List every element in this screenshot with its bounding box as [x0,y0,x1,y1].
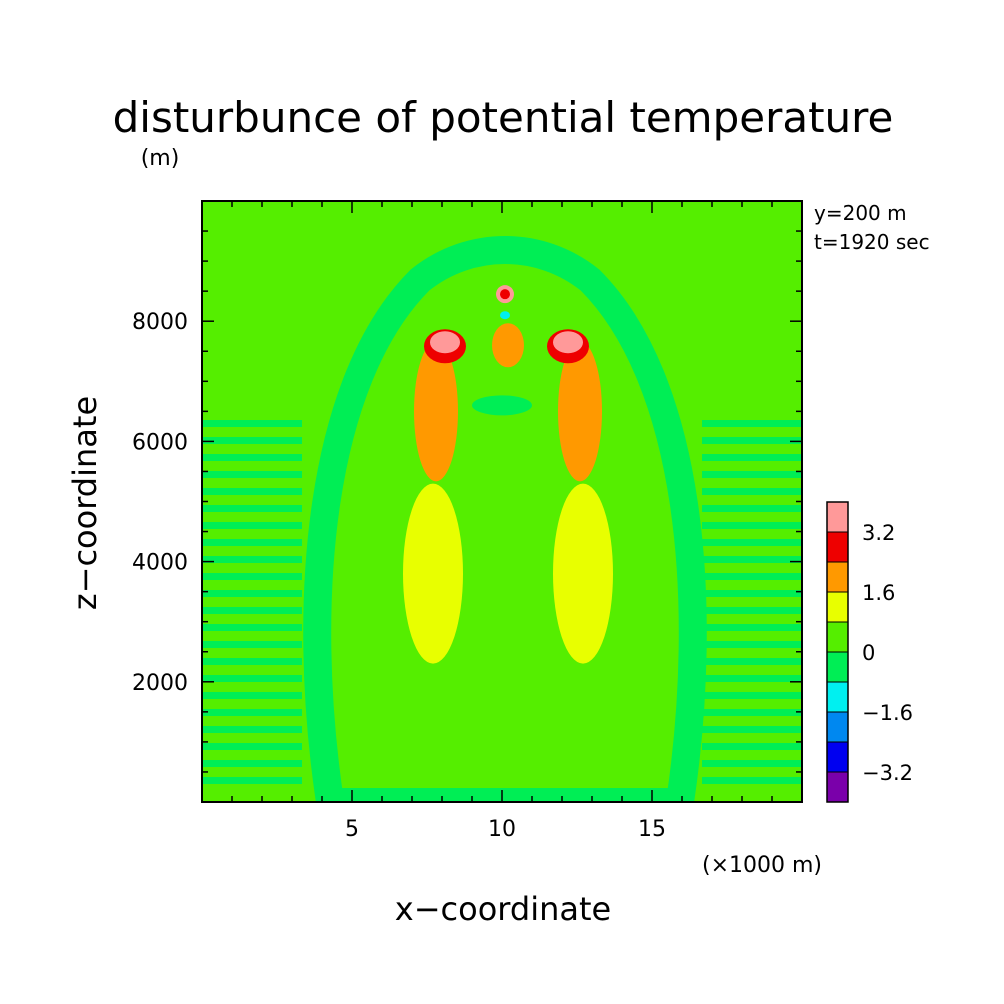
feature-central-wedge [472,395,532,416]
x-tick-label: 15 [638,817,666,842]
colorbar-swatch [826,711,849,743]
band-right [702,488,802,495]
feature-dip-below-top-peak [500,311,510,320]
band-right [702,760,802,767]
colorbar-swatch [826,741,849,773]
y-unit-label: (m) [141,146,180,171]
band-left [202,505,302,512]
y-axis: 2000 4000 6000 8000 [132,230,802,803]
band-left [202,675,302,682]
band-left [202,471,302,478]
band-left [202,420,302,427]
colorbar-swatch [826,531,849,563]
band-left [202,743,302,750]
colorbar-label: −3.2 [862,761,913,785]
band-left [202,607,302,614]
y-axis-label: z−coordinate [66,396,104,610]
feature-right-cap-maximum [553,331,583,354]
band-right [702,471,802,478]
band-right [702,522,802,529]
band-left [202,522,302,529]
colorbar-label: 1.6 [862,581,895,605]
band-left [202,709,302,716]
band-right [702,692,802,699]
band-right [702,420,802,427]
band-right [702,658,802,665]
band-left [202,777,302,784]
band-left [202,556,302,563]
band-right [702,777,802,784]
colorbar-swatch [826,621,849,653]
band-right [702,556,802,563]
colorbar-label: 3.2 [862,521,895,545]
colorbar-swatch [826,771,849,803]
colorbar-swatch [826,651,849,683]
y-tick-label: 2000 [132,671,188,696]
band-right [702,539,802,546]
band-left [202,641,302,648]
background-stripes [202,236,802,802]
x-unit-label: (×1000 m) [702,853,822,878]
cool-arc [303,236,707,802]
y-tick-label: 4000 [132,551,188,576]
band-left [202,454,302,461]
x-axis: 5 10 15 [231,201,773,842]
band-right [702,624,802,631]
feature-right-lobe-core [558,341,602,482]
y-tick-label: 6000 [132,430,188,455]
band-right [702,726,802,733]
band-left [202,590,302,597]
feature-left-cap-maximum [430,331,460,354]
contour-features [403,285,613,664]
band-right [702,709,802,716]
x-axis-label: x−coordinate [395,890,611,928]
y-tick-label: 8000 [132,310,188,335]
band-right [702,437,802,444]
band-right [702,573,802,580]
band-left [202,573,302,580]
band-right [702,590,802,597]
band-right [702,641,802,648]
feature-left-lobe-core [414,341,458,482]
band-right [702,454,802,461]
band-left [202,692,302,699]
colorbar-swatch [826,501,849,533]
feature-right-thermal-band [553,483,613,664]
band-right [702,743,802,750]
band-right [702,607,802,614]
colorbar-swatch [826,561,849,593]
feature-top-peak [500,289,510,300]
annotation-y: y=200 m [814,201,907,225]
x-tick-label: 10 [488,817,516,842]
band-left [202,624,302,631]
x-tick-label: 5 [345,817,359,842]
colorbar-label: 0 [862,641,875,665]
colorbar-swatch [826,591,849,623]
band-right [702,505,802,512]
annotation-t: t=1920 sec [814,230,930,254]
band-left [202,658,302,665]
colorbar-label: −1.6 [862,701,913,725]
chart-title: disturbunce of potential temperature [113,93,894,142]
band-left [202,539,302,546]
feature-left-thermal-band [403,483,463,664]
band-left [202,760,302,767]
band-left [202,726,302,733]
feature-central-cap [492,323,524,368]
colorbar-swatch [826,681,849,713]
colorbar-frame [826,501,849,803]
band-left [202,488,302,495]
plot-area [202,201,802,802]
band-right [702,675,802,682]
band-left [202,437,302,444]
colorbar: −3.2 −1.6 0 1.6 3.2 [826,501,913,803]
